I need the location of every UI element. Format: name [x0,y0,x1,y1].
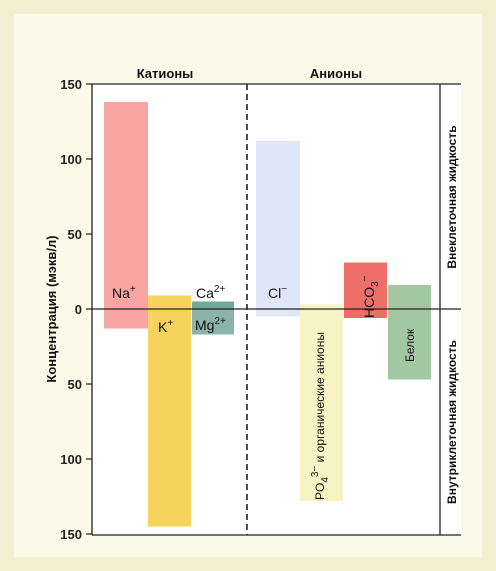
anions-header: Анионы [310,66,362,81]
cations-header: Катионы [137,66,194,81]
label-hco3: HCO3− [360,275,381,318]
bar-ca [192,301,234,309]
bar-cl [256,141,300,317]
bar-protein [388,285,431,380]
label-na: Na+ [112,284,136,301]
label-protein: Белок [403,328,417,362]
y-axis-label: Концентрация (мэкв/л) [44,235,59,382]
y-tick-label: 150 [60,77,82,92]
y-tick-label: 100 [60,452,82,467]
label-po4: PO43− и органические анионы [310,332,331,500]
label-k: K+ [158,318,173,335]
y-tick-label: 0 [75,302,82,317]
extracellular-label: Внеклеточная жидкость [445,125,459,268]
bar-k [148,295,191,527]
bars-layer [104,102,431,527]
y-tick-label: 100 [60,152,82,167]
intracellular-label: Внутриклеточная жидкость [445,340,459,504]
y-tick-label: 50 [68,377,82,392]
ion-labels-layer: Na+ K+ Ca2+ Mg2+ Cl− PO43− и органические ани… [112,275,417,500]
label-mg: Mg2+ [195,316,226,333]
label-cl: Cl− [268,284,287,301]
label-ca: Ca2+ [196,284,225,301]
bar-na [104,102,148,329]
bar-po4 [300,304,343,501]
y-tick-label: 150 [60,527,82,542]
y-tick-label: 50 [68,227,82,242]
bar-mg [192,309,234,335]
ticks-layer: 150 100 50 0 50 100 150 [60,77,92,542]
